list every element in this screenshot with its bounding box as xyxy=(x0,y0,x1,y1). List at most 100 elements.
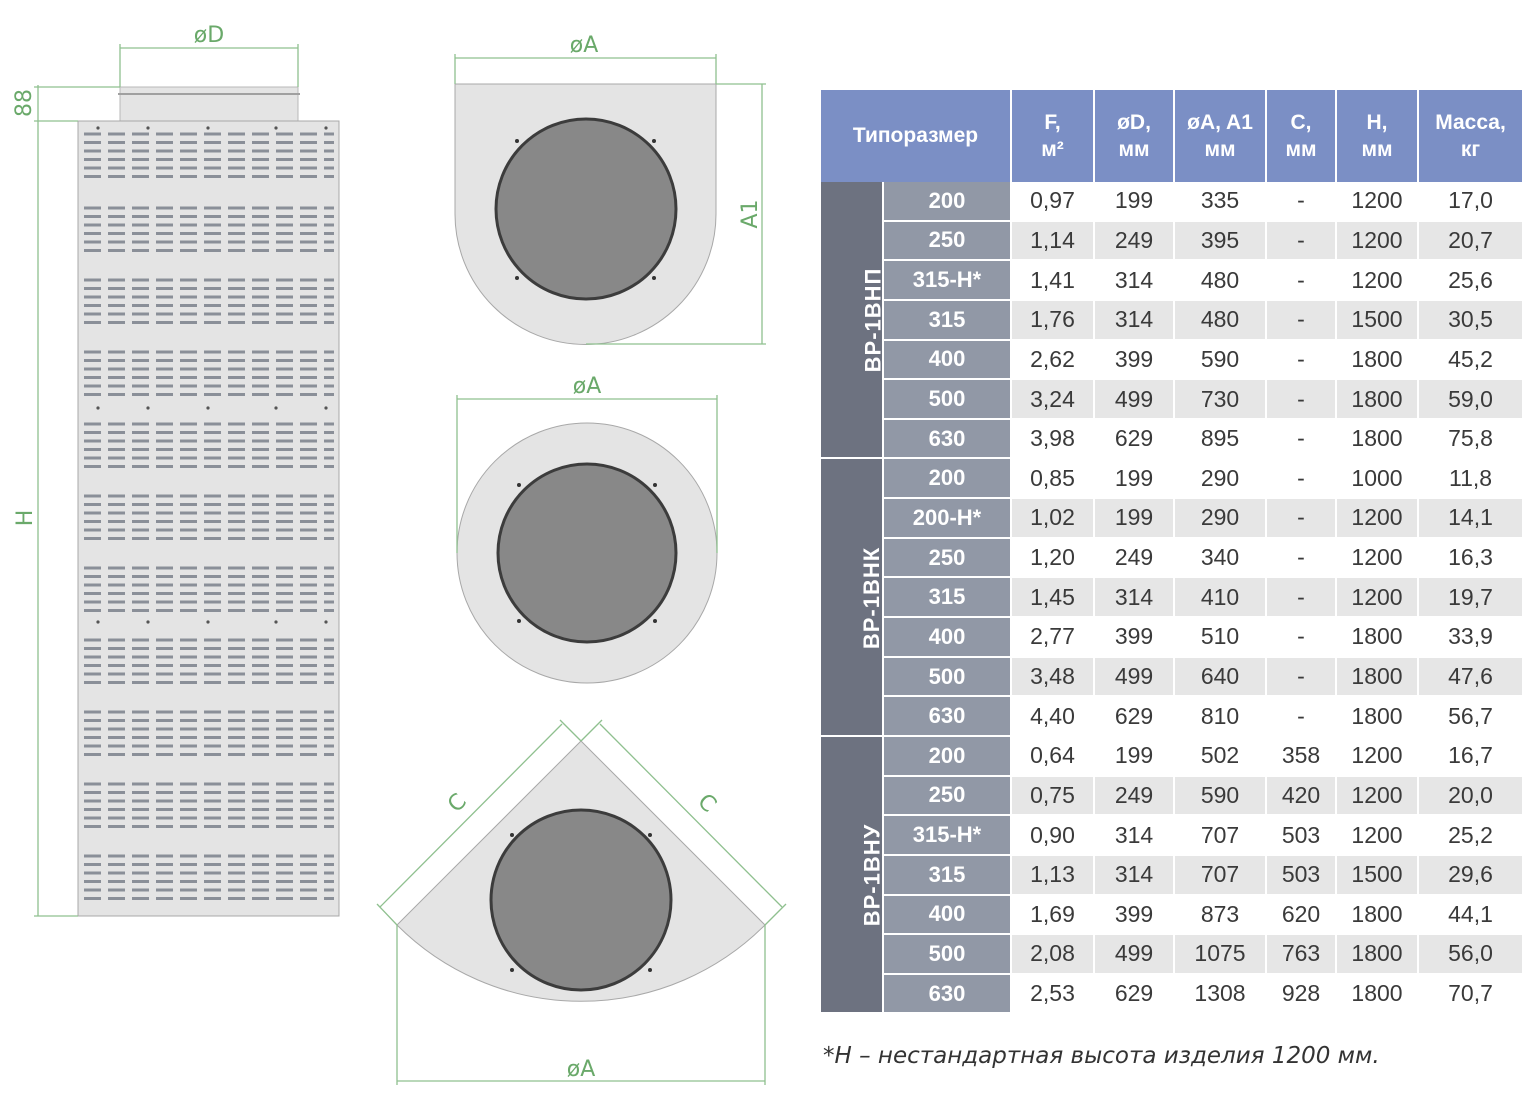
cell-h: 1800 xyxy=(1336,973,1420,1015)
dim-label-a-bottom: øA xyxy=(567,1057,596,1082)
socket-pipe xyxy=(119,86,299,122)
bolt-hole xyxy=(517,483,521,487)
cell-h: 1800 xyxy=(1336,894,1420,936)
bolt-hole xyxy=(653,483,657,487)
rivet-dot xyxy=(146,126,150,130)
size-cell: 250 xyxy=(883,775,1013,817)
rivet-dot xyxy=(324,126,328,130)
rivet-dot xyxy=(206,620,210,624)
cell-h: 1800 xyxy=(1336,418,1420,460)
cell-a: 480 xyxy=(1174,260,1268,301)
group-label: ВР-1ВНП xyxy=(860,267,886,373)
cell-c: - xyxy=(1266,696,1338,737)
bolt-hole xyxy=(510,833,514,837)
bolt-hole xyxy=(648,968,652,972)
table-row: 315-Н* 1,41 314 480-1200 25,6 xyxy=(821,260,1523,301)
cell-h: 1200 xyxy=(1336,815,1420,856)
cell-mass: 75,8 xyxy=(1418,418,1523,460)
cell-h: 1200 xyxy=(1336,260,1420,301)
cell-d: 314 xyxy=(1094,577,1176,619)
dim-label-h: H xyxy=(13,510,38,527)
rivet-dot xyxy=(206,126,210,130)
cell-f: 0,90 xyxy=(1011,815,1096,856)
size-cell: 200 xyxy=(883,458,1013,500)
cell-f: 0,75 xyxy=(1011,775,1096,817)
cell-f: 4,40 xyxy=(1011,696,1096,737)
cell-h: 1000 xyxy=(1336,458,1420,500)
cell-d: 499 xyxy=(1094,656,1176,698)
dim-ext xyxy=(580,719,603,742)
size-cell: 500 xyxy=(883,379,1013,420)
cell-a: 707 xyxy=(1174,815,1268,856)
cell-f: 1,76 xyxy=(1011,299,1096,341)
cell-c: 620 xyxy=(1266,894,1338,936)
rivet-dot xyxy=(274,126,278,130)
cell-f: 0,85 xyxy=(1011,458,1096,500)
cell-mass: 45,2 xyxy=(1418,339,1523,381)
header-mass: Масса, кг xyxy=(1418,90,1523,182)
dim-label-d: øD xyxy=(194,23,224,48)
cell-a: 590 xyxy=(1174,775,1268,817)
cell-mass: 29,6 xyxy=(1418,854,1523,896)
cell-h: 1500 xyxy=(1336,299,1420,341)
group-label: ВР-1ВНК xyxy=(859,546,885,649)
cell-c: 358 xyxy=(1266,735,1338,777)
cell-c: 503 xyxy=(1266,854,1338,896)
cell-a: 410 xyxy=(1174,577,1268,619)
cell-c: - xyxy=(1266,299,1338,341)
table-row: ВР-1ВНП 200 0,97 199 335-1200 17,0 xyxy=(821,182,1523,460)
size-cell: 315-Н* xyxy=(883,260,1013,301)
header-d: øD, мм xyxy=(1094,90,1176,182)
cell-a: 335 xyxy=(1174,182,1268,222)
cell-mass: 14,1 xyxy=(1418,498,1523,539)
cell-c: - xyxy=(1266,182,1338,222)
footnote: *Н – нестандартная высота изделия 1200 м… xyxy=(823,1043,1380,1069)
cell-c: - xyxy=(1266,577,1338,619)
cell-d: 199 xyxy=(1094,182,1176,222)
technical-drawings: øD 88 H øA A1 øA xyxy=(12,23,787,1085)
bolt-hole xyxy=(652,139,656,143)
cell-c: - xyxy=(1266,537,1338,579)
dim-label-a1: A1 xyxy=(738,199,763,228)
top-view-semicircle: øA A1 xyxy=(454,33,766,345)
table-header-row: Типоразмер F, м² øD, мм øA, A1 мм C, мм H, мм… xyxy=(821,90,1523,182)
table-row: 315 1,76 314 480-1500 30,5 xyxy=(821,299,1523,341)
size-cell: 200 xyxy=(883,182,1013,222)
cell-h: 1200 xyxy=(1336,498,1420,539)
cell-h: 1200 xyxy=(1336,577,1420,619)
cell-mass: 56,7 xyxy=(1418,696,1523,737)
cell-f: 2,62 xyxy=(1011,339,1096,381)
cell-c: 420 xyxy=(1266,775,1338,817)
table-row: 315-Н* 0,90 314 707 503 1200 25,2 xyxy=(821,815,1523,856)
group-label: ВР-1ВНУ xyxy=(859,823,885,927)
top-view-circle: øA xyxy=(456,374,718,684)
cell-d: 199 xyxy=(1094,735,1176,777)
cell-f: 1,14 xyxy=(1011,220,1096,262)
cell-c: - xyxy=(1266,458,1338,500)
table-row: 400 2,77 399 510-1800 33,9 xyxy=(821,617,1523,658)
table-row: 500 3,24 499 730-1800 59,0 xyxy=(821,379,1523,420)
table-row: 400 2,62 399 590-1800 45,2 xyxy=(821,339,1523,381)
cell-h: 1800 xyxy=(1336,934,1420,975)
dim-line-c-left xyxy=(379,723,563,908)
cell-a: 895 xyxy=(1174,418,1268,460)
cell-a: 1075 xyxy=(1174,934,1268,975)
cell-d: 314 xyxy=(1094,854,1176,896)
dim-label-a-top: øA xyxy=(570,33,599,58)
cell-a: 640 xyxy=(1174,656,1268,698)
cell-mass: 59,0 xyxy=(1418,379,1523,420)
cell-a: 395 xyxy=(1174,220,1268,262)
dim-ext xyxy=(559,719,582,742)
dim-label-c-left: C xyxy=(443,789,472,818)
cell-mass: 25,2 xyxy=(1418,815,1523,856)
size-cell: 630 xyxy=(883,696,1013,737)
group-label-cell: ВР-1ВНУ xyxy=(821,735,885,1015)
group-label-cell: ВР-1ВНК xyxy=(821,458,885,737)
cell-a: 290 xyxy=(1174,498,1268,539)
cell-mass: 16,3 xyxy=(1418,537,1523,579)
cell-f: 0,97 xyxy=(1011,182,1096,222)
table-row: 250 1,20 249 340-1200 16,3 xyxy=(821,537,1523,579)
cell-a: 340 xyxy=(1174,537,1268,579)
cell-f: 2,53 xyxy=(1011,973,1096,1015)
cell-a: 510 xyxy=(1174,617,1268,658)
